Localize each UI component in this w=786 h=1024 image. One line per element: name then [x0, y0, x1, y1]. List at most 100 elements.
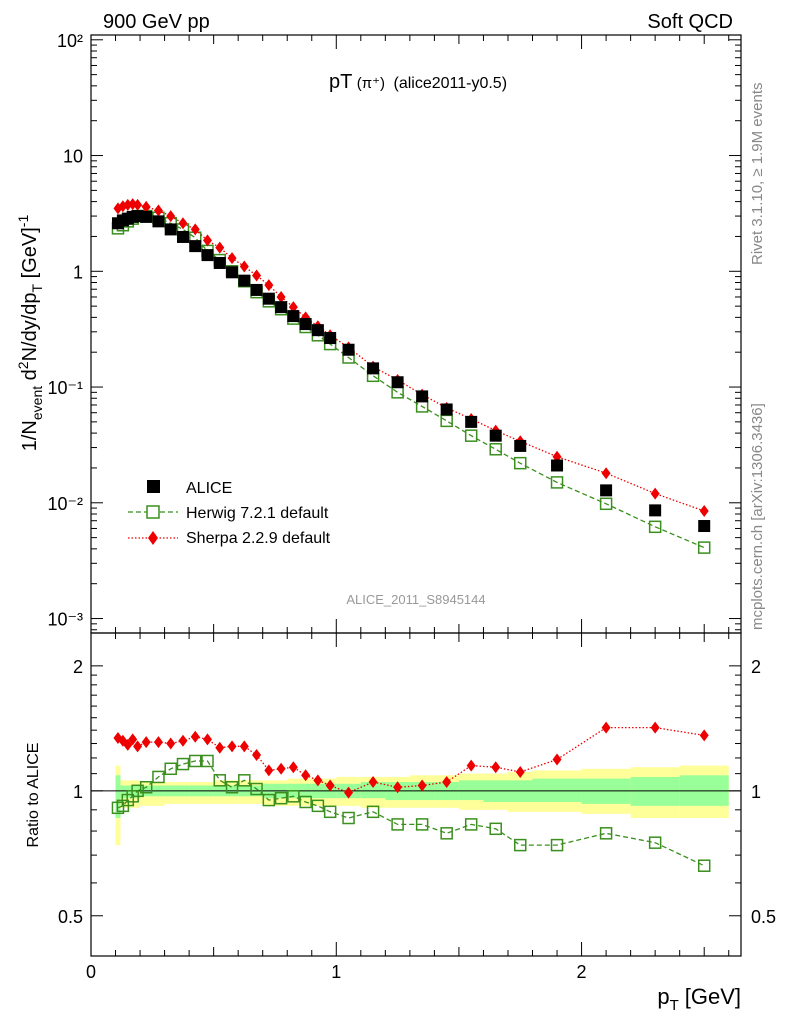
ratio-herwig-point	[391, 818, 404, 831]
top-herwig-point	[391, 386, 404, 399]
legend-marker-sherpa	[148, 531, 158, 545]
ratio-herwig-point	[489, 822, 502, 836]
top-herwig-point	[440, 414, 453, 428]
band-inner-bin	[360, 782, 386, 799]
top-alice-point	[299, 318, 312, 331]
top-sherpa-point	[227, 252, 237, 265]
ratio-sherpa-point	[466, 759, 476, 772]
ratio-sherpa-point	[325, 779, 335, 792]
top-alice-point	[367, 362, 380, 375]
ratio-herwig-point	[299, 795, 312, 809]
top-sherpa-point	[239, 260, 249, 273]
top-herwig-point	[489, 443, 502, 456]
top-y-tick-label: 1	[73, 262, 83, 282]
top-herwig-point	[415, 400, 429, 413]
ratio-sherpa-point	[491, 761, 501, 774]
top-alice-point	[201, 249, 214, 262]
ratio-sherpa-point	[123, 738, 133, 751]
ratio-herwig-point	[176, 757, 190, 771]
top-alice-point	[489, 429, 502, 442]
plot-title: pT (π⁺) (alice2011-y0.5)	[329, 71, 507, 93]
top-alice-point	[649, 504, 662, 517]
top-alice-point	[465, 415, 478, 428]
top-alice-point	[250, 283, 263, 296]
ratio-herwig-point	[139, 781, 153, 794]
plot-title-main: pT	[329, 71, 352, 93]
ratio-sherpa-point	[552, 753, 562, 766]
ratio-sherpa-point	[227, 740, 237, 753]
ratio-herwig-point	[131, 784, 144, 798]
top-alice-point	[152, 215, 165, 228]
top-herwig-point	[550, 476, 564, 489]
ratio-herwig-point	[342, 811, 355, 825]
top-herwig-line	[117, 215, 705, 549]
top-y-tick-label: 10⁻²	[47, 494, 83, 514]
ratio-herwig-point	[250, 782, 263, 796]
top-y-tick-label: 10	[63, 147, 83, 167]
ratio-sherpa-point	[264, 764, 274, 777]
ratio-sherpa-point	[128, 733, 138, 746]
ratio-sherpa-point	[344, 786, 354, 799]
top-alice-point	[342, 343, 355, 356]
top-sherpa-point	[276, 290, 286, 303]
ratio-sherpa-point	[190, 730, 200, 743]
top-alice-point	[226, 266, 239, 279]
ratio-herwig-point	[201, 754, 214, 768]
header-right-title: Soft QCD	[647, 11, 733, 33]
ratio-sherpa-point	[276, 762, 286, 775]
ratio-y-tick-label: 0.5	[58, 907, 83, 927]
band-inner-bin	[630, 776, 680, 806]
ratio-sherpa-point	[393, 781, 403, 794]
ratio-herwig-point	[164, 762, 177, 776]
top-sherpa-point	[252, 269, 262, 282]
data-series-layer	[111, 198, 711, 872]
ratio-herwig-point	[697, 859, 711, 872]
x-tick-label: 0	[86, 962, 96, 982]
ratio-herwig-point	[648, 836, 662, 849]
ratio-sherpa-point	[141, 736, 151, 749]
top-alice-point	[311, 324, 324, 337]
legend-label-data: ALICE	[186, 480, 232, 497]
ratio-y-tick-label-right: 0.5	[751, 907, 776, 927]
ratio-sherpa-point	[301, 769, 311, 782]
ratio-sherpa-point	[288, 761, 298, 774]
legend-marker-data	[147, 480, 160, 493]
ratio-sherpa-point	[153, 736, 163, 749]
ratio-herwig-point	[513, 838, 527, 852]
ratio-herwig-point	[311, 799, 325, 813]
top-herwig-point	[697, 541, 711, 554]
top-sherpa-point	[153, 204, 163, 217]
top-sherpa-point	[190, 223, 200, 236]
ratio-sherpa-point	[252, 748, 262, 761]
ratio-sherpa-point	[417, 779, 427, 792]
top-sherpa-point	[141, 200, 151, 213]
top-alice-point	[514, 439, 527, 452]
legend-label-sherpa: Sherpa 2.2.9 default	[186, 530, 331, 547]
top-sherpa-point	[215, 241, 225, 254]
ratio-sherpa-point	[699, 729, 709, 742]
top-herwig-point	[464, 429, 478, 442]
ratio-herwig-point	[366, 805, 380, 819]
top-alice-point	[551, 459, 564, 472]
top-alice-point	[600, 484, 613, 497]
top-herwig-point	[513, 456, 527, 470]
plot-title-particle: (π⁺)	[357, 75, 385, 92]
watermark-analysis-id: ALICE_2011_S8945144	[346, 592, 485, 607]
ratio-sherpa-point	[515, 766, 525, 779]
ratio-sherpa-point	[215, 741, 225, 754]
top-alice-point	[176, 230, 189, 243]
top-sherpa-point	[203, 234, 213, 247]
top-sherpa-point	[133, 198, 143, 211]
ratio-herwig-point	[152, 770, 165, 784]
ratio-sherpa-point	[442, 776, 452, 789]
ratio-sherpa-point	[203, 733, 213, 746]
ratio-plot-frame	[90, 632, 742, 957]
top-alice-point	[391, 376, 404, 389]
top-sherpa-point	[601, 467, 611, 480]
band-inner-bin	[115, 775, 121, 819]
ratio-herwig-point	[415, 818, 429, 831]
top-alice-point	[262, 292, 275, 305]
ratio-herwig-point	[323, 805, 337, 819]
top-alice-point	[140, 210, 153, 223]
